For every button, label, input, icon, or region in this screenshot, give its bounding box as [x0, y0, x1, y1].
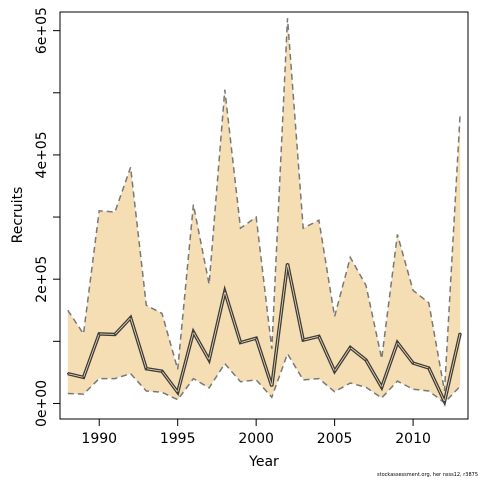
y-axis: 0e+00 2e+05 4e+05 6e+05 — [34, 7, 60, 427]
y-axis-title: Recruits — [10, 187, 26, 244]
estimate-point — [208, 359, 210, 361]
estimate-point — [114, 333, 116, 336]
estimate-point — [98, 333, 100, 335]
estimate-point — [459, 332, 462, 335]
y-tick-label: 0e+00 — [34, 380, 50, 427]
estimate-point — [333, 370, 336, 373]
estimate-point — [161, 370, 163, 373]
confidence-band — [67, 18, 461, 403]
estimate-point — [67, 372, 69, 375]
estimate-point — [255, 337, 257, 340]
x-tick-label: 2000 — [238, 431, 274, 447]
estimate-point — [443, 400, 446, 403]
estimate-point — [145, 367, 148, 370]
x-tick-label: 1995 — [160, 431, 196, 447]
lower-bound-line — [67, 352, 461, 404]
estimate-point — [318, 335, 320, 338]
x-tick-label: 2005 — [317, 431, 353, 447]
y-tick-label: 4e+05 — [34, 131, 50, 178]
estimate-point — [412, 362, 414, 364]
estimate-point — [302, 339, 305, 341]
x-axis: 1990 1995 2000 2005 2010 — [81, 419, 431, 447]
estimate-point — [224, 290, 226, 293]
plot-frame — [59, 11, 469, 420]
upper-bound-line — [67, 18, 461, 392]
estimate-line — [67, 263, 461, 403]
estimate-point — [192, 331, 195, 333]
estimate-point — [239, 341, 242, 344]
estimate-point — [380, 386, 383, 389]
x-tick-label: 2010 — [395, 431, 431, 447]
estimate-point — [286, 262, 289, 265]
y-tick-label: 2e+05 — [34, 256, 50, 303]
y-tick-label: 6e+05 — [34, 7, 50, 54]
plot-layer — [67, 18, 462, 407]
estimate-point — [176, 391, 179, 394]
source-footnote: stockassessment.org, her nsss12, r3875 — [377, 472, 478, 478]
estimate-point — [349, 346, 352, 349]
x-tick-label: 1990 — [81, 431, 117, 447]
estimate-point — [365, 359, 367, 361]
estimate-point — [271, 385, 273, 387]
x-axis-title: Year — [248, 454, 279, 470]
estimate-point — [396, 341, 399, 344]
estimate-point — [129, 316, 132, 319]
estimate-point — [428, 367, 430, 369]
estimate-point — [82, 376, 85, 379]
